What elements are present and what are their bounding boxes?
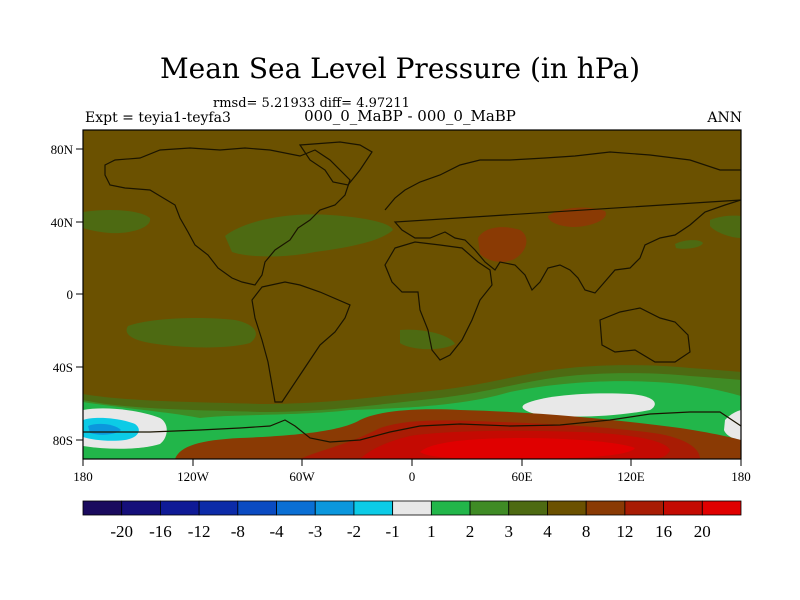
y-tick-0: 0 [67,287,74,302]
x-tick-60e: 60E [512,469,533,484]
colorbar-swatch [469,500,510,516]
colorbar-label: 3 [505,522,514,541]
y-tick-80s: 80S [53,433,73,448]
south-pacific-low [126,318,256,348]
northeast-pacific-low [710,215,741,238]
colorbar-label: 8 [582,522,591,541]
y-tick-40s: 40S [53,360,73,375]
coast-africa [384,241,493,361]
colorbar-label: -16 [149,522,172,541]
rmsd-diff-stats: rmsd= 5.21933 diff= 4.97211 [213,96,410,111]
x-tick-labels: 180 120W 60W 0 60E 120E 180 [73,469,751,484]
x-tick-180w: 180 [73,469,93,484]
colorbar-swatch [237,500,277,516]
x-tick-120e: 120E [617,469,645,484]
colorbar-label: -8 [231,522,245,541]
tibet-high-north [548,207,606,227]
season-label: ANN [707,110,742,126]
colorbar: -20 -16 -12 -8 -4 -3 -2 -1 1 2 3 4 8 12 16 20 [82,500,742,541]
y-tick-80n: 80N [51,142,74,157]
experiment-label: Expt = teyia1-teyfa3 [85,110,231,126]
period-label: 000_0_MaBP - 000_0_MaBP [304,107,516,125]
coast-australia [599,307,691,363]
colorbar-label: -12 [188,522,211,541]
x-tick-120w: 120W [177,469,210,484]
colorbar-label: 1 [427,522,436,541]
coast-greenland [298,141,373,186]
axis-ticks [76,148,742,466]
colorbar-swatch [392,500,432,516]
coastlines [83,141,741,443]
colorbar-label: 12 [616,522,633,541]
colorbar-label: -20 [110,522,133,541]
y-tick-labels: 80N 40N 0 40S 80S [51,142,74,448]
colorbar-swatch [547,500,587,516]
colorbar-label: -3 [308,522,322,541]
colorbar-swatch [82,500,123,516]
coast-north-america [104,147,351,286]
x-tick-180e: 180 [731,469,751,484]
colorbar-swatch [160,500,200,516]
colorbar-swatch [198,500,239,516]
y-tick-40n: 40N [51,215,74,230]
weddell-white-patch [522,393,655,417]
coast-south-america [251,281,351,403]
colorbar-swatch [353,500,394,516]
map-plot-area [83,130,741,459]
colorbar-swatch [121,500,161,516]
east-asia-low [675,240,703,249]
colorbar-swatch [701,500,742,516]
colorbar-label: -1 [386,522,400,541]
x-tick-60w: 60W [289,469,315,484]
x-tick-0: 0 [409,469,416,484]
north-pacific-positive [83,210,151,234]
colorbar-label: -4 [269,522,284,541]
north-atlantic-low [225,214,393,257]
chart-title: Mean Sea Level Pressure (in hPa) [159,52,641,85]
colorbar-swatch [430,500,471,516]
coast-eurasia [384,151,741,294]
colorbar-swatch [585,500,626,516]
colorbar-swatch [624,500,664,516]
tibet-high [478,227,527,262]
colorbar-label: -2 [347,522,361,541]
colorbar-swatch [508,500,548,516]
east-antarctic-core [420,438,635,459]
coast-antarctica [83,411,741,443]
colorbar-swatch [276,500,316,516]
south-indian-low [400,329,455,350]
colorbar-label: 20 [694,522,711,541]
colorbar-label: 2 [466,522,475,541]
colorbar-swatch [663,500,703,516]
colorbar-label: 4 [543,522,552,541]
colorbar-swatch [314,500,355,516]
colorbar-label: 16 [655,522,672,541]
